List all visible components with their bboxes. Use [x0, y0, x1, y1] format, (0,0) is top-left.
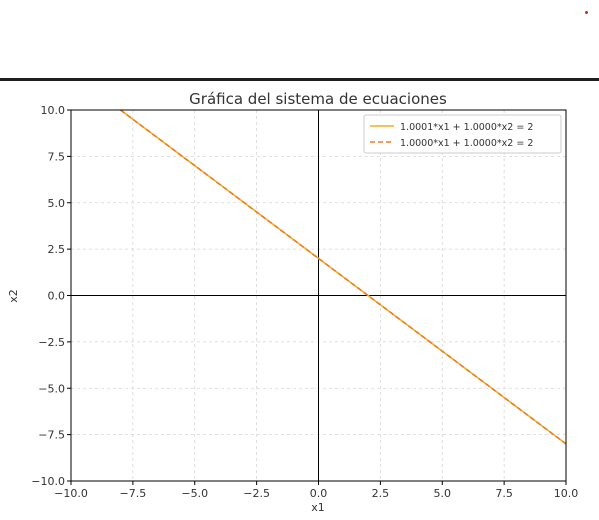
y-tick-label: 0.0: [48, 290, 66, 303]
chart-title: Gráfica del sistema de ecuaciones: [189, 90, 447, 108]
top-divider-bar: [0, 78, 599, 81]
y-tick-label: 10.0: [41, 104, 66, 117]
legend-label-1: 1.0001*x1 + 1.0000*x2 = 2: [400, 122, 533, 133]
series-line-2: [120, 109, 567, 445]
x-tick-label: −7.5: [120, 487, 147, 500]
legend-box: [363, 114, 562, 154]
x-tick-label: −2.5: [243, 487, 270, 500]
x-tick-label: −10.0: [54, 487, 88, 500]
x-tick-label: 10.0: [554, 487, 579, 500]
legend: 1.0001*x1 + 1.0000*x2 = 2 1.0000*x1 + 1.…: [363, 114, 562, 154]
x-tick-label: 2.5: [372, 487, 390, 500]
y-tick-label: 7.5: [48, 150, 66, 163]
x-tick-label: 0.0: [310, 487, 328, 500]
y-tick-label: −10.0: [31, 475, 65, 488]
y-tick-label: −7.5: [38, 429, 65, 442]
x-ticks: −10.0 −7.5 −5.0 −2.5 0.0 2.5 5.0 7.5 10.0: [54, 481, 578, 500]
x-tick-label: −5.0: [181, 487, 208, 500]
legend-label-2: 1.0000*x1 + 1.0000*x2 = 2: [400, 138, 533, 149]
series-lines: [120, 109, 567, 445]
zero-lines: [71, 110, 566, 481]
y-tick-label: 5.0: [48, 197, 66, 210]
x-axis-label: x1: [311, 501, 325, 514]
y-tick-label: −2.5: [38, 336, 65, 349]
x-tick-label: 7.5: [495, 487, 513, 500]
y-tick-label: 2.5: [48, 243, 66, 256]
y-ticks: 10.0 7.5 5.0 2.5 0.0 −2.5 −5.0 −7.5 −10.0: [31, 104, 71, 488]
x-tick-label: 5.0: [434, 487, 452, 500]
corner-dot: [585, 11, 588, 14]
y-axis-label: x2: [7, 289, 20, 303]
y-tick-label: −5.0: [38, 382, 65, 395]
